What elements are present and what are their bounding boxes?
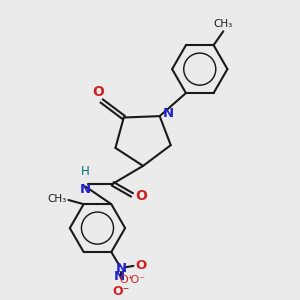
Text: O: O [136,260,147,272]
Text: O: O [135,189,147,203]
Text: CH₃: CH₃ [47,194,67,204]
Text: O⁻: O⁻ [112,285,130,298]
Text: N: N [116,262,127,275]
Text: O⁺: O⁺ [120,275,134,285]
Text: CH₃: CH₃ [214,19,233,28]
Text: N: N [162,107,174,120]
Text: N: N [80,183,91,196]
Text: O⁻: O⁻ [120,275,145,285]
Text: N: N [114,270,125,283]
Text: H: H [81,165,90,178]
Text: O: O [92,85,104,99]
